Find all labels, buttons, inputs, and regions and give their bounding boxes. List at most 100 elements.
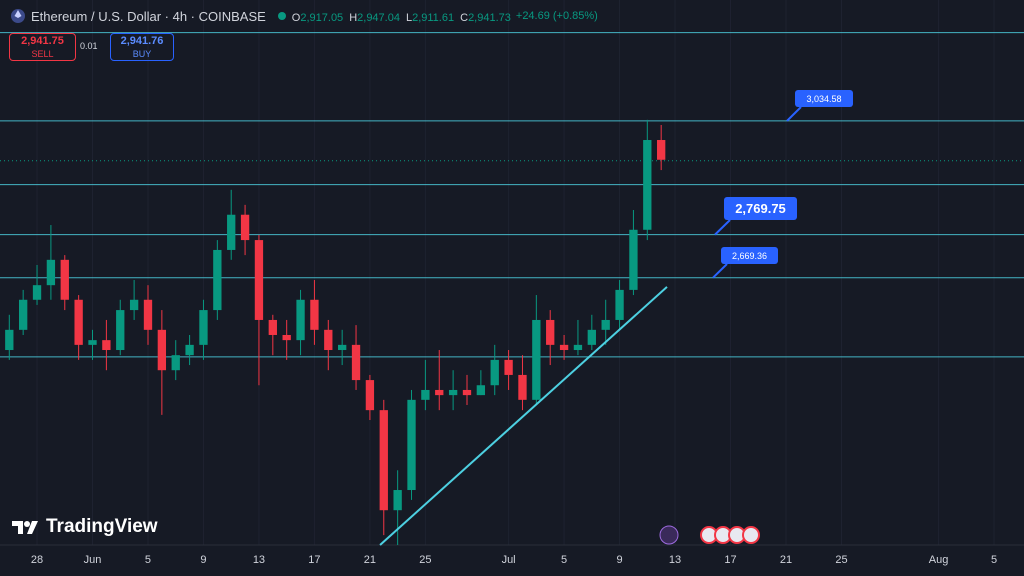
trend-line xyxy=(379,286,668,546)
x-tick-label: 17 xyxy=(724,554,736,566)
ohlc-value: 2,941.73 xyxy=(468,11,511,24)
ohlc: O2,917.05 H2,947.04 L2,911.61 C2,941.73 xyxy=(286,9,511,24)
x-tick-label: 17 xyxy=(308,554,320,566)
candle-body xyxy=(213,249,222,311)
candle-body xyxy=(143,299,153,330)
candle-body xyxy=(310,299,319,330)
candle-body xyxy=(601,319,610,330)
x-tick-label: 13 xyxy=(669,554,681,566)
candle-body xyxy=(559,344,569,351)
candle-body xyxy=(587,329,596,345)
sell-button[interactable]: 2,941.75 SELL xyxy=(9,33,76,61)
buy-label: BUY xyxy=(132,49,152,59)
callout-label: 3,034.58 xyxy=(806,94,841,104)
candle-body xyxy=(60,259,69,300)
candle-body xyxy=(324,329,333,351)
candle-body xyxy=(573,344,583,351)
x-tick-label: 21 xyxy=(780,554,792,566)
candle-body xyxy=(32,285,42,300)
candle-body xyxy=(268,319,277,335)
candle-body xyxy=(448,389,458,396)
ohlc-value: 2,911.61 xyxy=(412,11,455,24)
logo-mark xyxy=(12,521,38,534)
event-icon xyxy=(742,526,760,544)
candle-body xyxy=(407,399,416,491)
x-tick-label: 5 xyxy=(991,554,997,566)
spread: 0.01 xyxy=(80,41,98,51)
candle-body xyxy=(490,359,499,386)
candle-body xyxy=(504,359,513,375)
candle-body xyxy=(421,389,430,400)
candle-body xyxy=(254,240,264,320)
callout-label: 2,669.36 xyxy=(732,251,767,261)
candle-body xyxy=(476,385,486,396)
candle-body xyxy=(171,355,180,371)
ohlc-value: 2,947.04 xyxy=(357,11,400,24)
candle-body xyxy=(532,319,541,400)
ohlc-key: H xyxy=(349,11,358,24)
candle-body xyxy=(116,310,125,351)
callout-box xyxy=(724,197,797,220)
x-tick-label: 21 xyxy=(364,554,376,566)
candle-body xyxy=(546,319,555,345)
symbol-icon xyxy=(11,9,25,23)
x-tick-label: 5 xyxy=(145,554,151,566)
candle-body xyxy=(379,410,388,511)
candle-body xyxy=(629,229,638,290)
event-icon xyxy=(659,525,679,545)
x-tick-label: 9 xyxy=(616,554,622,566)
header: Ethereum / U.S. Dollar · 4h · COINBASE O… xyxy=(10,8,598,24)
candle-body xyxy=(615,289,624,320)
x-tick-label: 5 xyxy=(561,554,567,566)
candle-body xyxy=(365,380,375,411)
candle-body xyxy=(185,344,194,356)
logo-text: TradingView xyxy=(46,516,158,537)
buy-price: 2,941.76 xyxy=(120,35,164,47)
buy-button[interactable]: 2,941.76 BUY xyxy=(110,33,174,61)
candle-body xyxy=(74,299,83,345)
candle-body xyxy=(240,214,250,241)
candle-body xyxy=(5,329,14,351)
candle-body xyxy=(643,140,652,230)
callout-label: 2,769.75 xyxy=(735,201,786,216)
callout-pointer xyxy=(714,219,731,236)
ohlc-key: O xyxy=(291,11,301,24)
candle-body xyxy=(657,140,666,160)
candle-body xyxy=(199,310,208,345)
candle-body xyxy=(351,344,361,381)
candle-body xyxy=(282,334,291,341)
callout-box xyxy=(795,90,853,107)
candle-body xyxy=(393,490,402,511)
symbol: Ethereum / U.S. Dollar · 4h · COINBASE xyxy=(31,8,266,24)
candle-body xyxy=(435,389,444,396)
x-tick-label: Jun xyxy=(84,554,102,566)
x-tick-label: 25 xyxy=(835,554,847,566)
ohlc-key: L xyxy=(405,11,413,24)
x-tick-label: 9 xyxy=(200,554,206,566)
logo: TradingView xyxy=(12,516,158,538)
sell-price: 2,941.75 xyxy=(21,35,64,47)
candle-body xyxy=(19,299,28,330)
ohlc-value: 2,917.05 xyxy=(300,11,344,24)
sell-label: SELL xyxy=(31,49,54,59)
x-tick-label: 28 xyxy=(31,554,43,566)
x-tick-label: Jul xyxy=(502,554,516,566)
candle-body xyxy=(296,299,305,341)
candle-body xyxy=(518,374,527,400)
x-tick-label: 25 xyxy=(419,554,431,566)
candle-body xyxy=(102,340,111,351)
candle-body xyxy=(129,299,139,311)
candle-body xyxy=(46,259,56,286)
x-tick-label: Aug xyxy=(929,554,949,566)
candle-body xyxy=(338,344,347,351)
candle-body xyxy=(157,329,167,371)
candle-body xyxy=(88,340,97,345)
candle-body xyxy=(462,389,472,396)
callout-pointer xyxy=(712,263,728,279)
callout-box xyxy=(721,247,778,264)
callout-pointer xyxy=(786,106,802,122)
x-tick-label: 13 xyxy=(253,554,265,566)
change: +24.69 (+0.85%) xyxy=(515,10,598,22)
